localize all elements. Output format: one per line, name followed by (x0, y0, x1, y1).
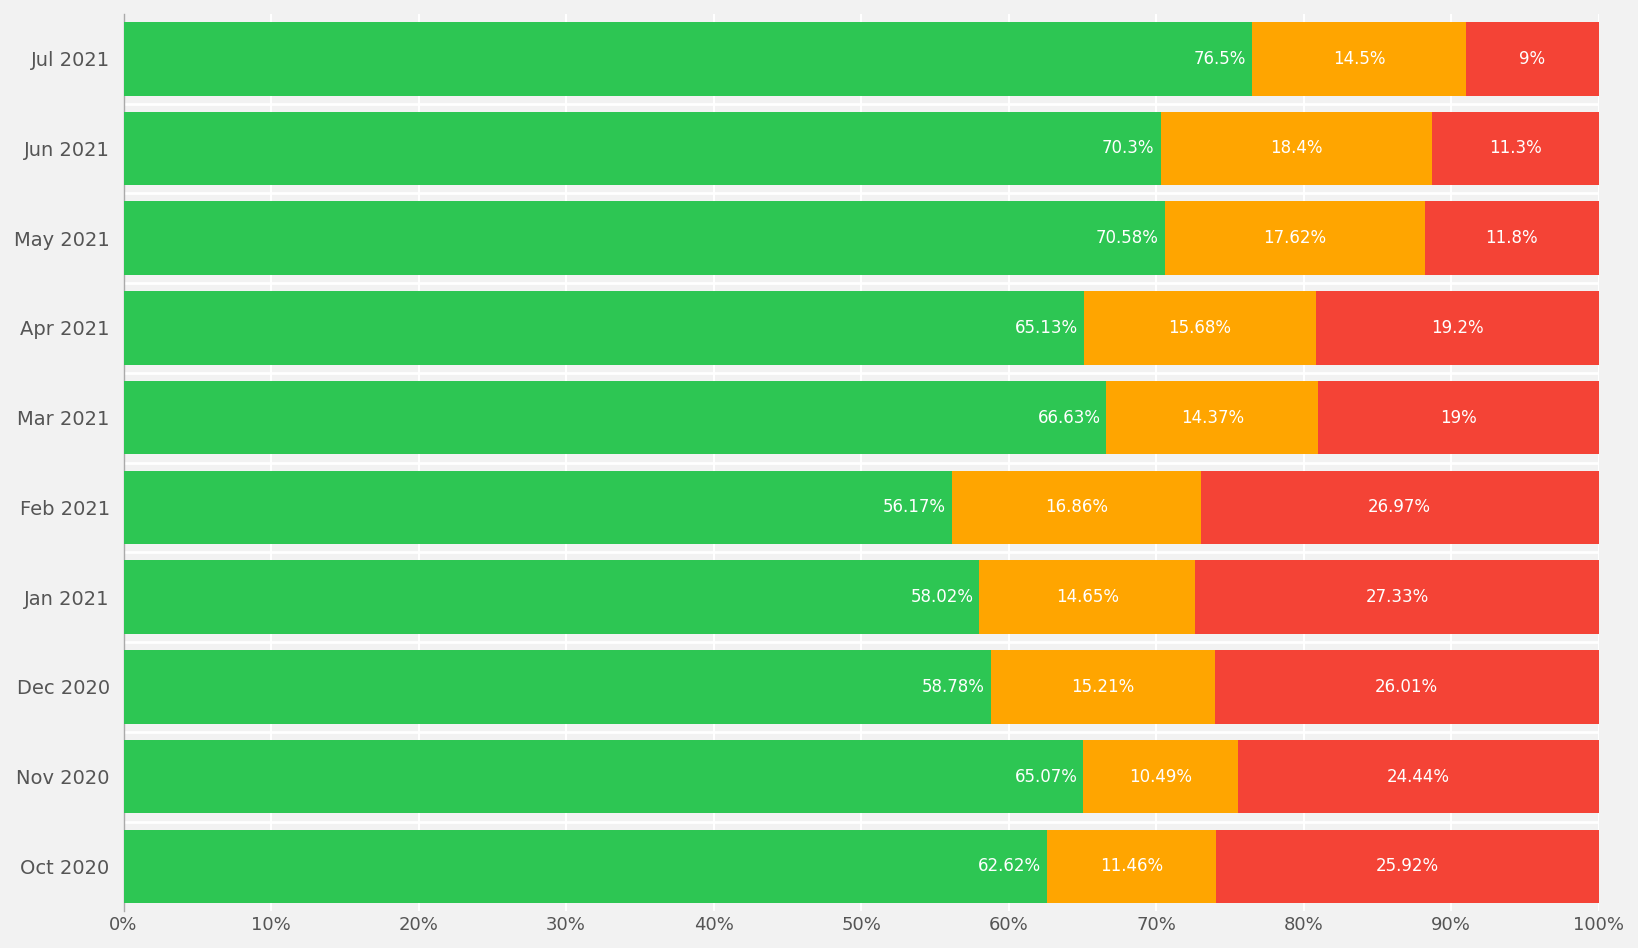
Bar (1201, 470, 1599, 544)
Text: 11.46%: 11.46% (1101, 857, 1163, 875)
Bar (1083, 739, 1238, 813)
Text: 65.07%: 65.07% (1014, 768, 1078, 786)
Text: 24.44%: 24.44% (1387, 768, 1450, 786)
Text: 58.78%: 58.78% (922, 678, 984, 696)
Bar (123, 560, 980, 634)
Bar (123, 112, 1160, 185)
Bar (980, 560, 1196, 634)
Bar (991, 650, 1215, 723)
Bar (1251, 22, 1466, 96)
Bar (1425, 201, 1599, 275)
Bar (1106, 381, 1319, 454)
Text: 19.2%: 19.2% (1432, 319, 1484, 337)
Bar (1047, 830, 1217, 903)
Bar (1217, 830, 1599, 903)
Text: 15.21%: 15.21% (1071, 678, 1135, 696)
Text: 16.86%: 16.86% (1045, 499, 1107, 517)
Text: 10.49%: 10.49% (1129, 768, 1192, 786)
Text: 14.65%: 14.65% (1057, 588, 1119, 606)
Text: 70.3%: 70.3% (1102, 139, 1155, 157)
Text: 14.5%: 14.5% (1333, 49, 1386, 67)
Bar (1466, 22, 1599, 96)
Text: 19%: 19% (1440, 409, 1477, 427)
Text: 65.13%: 65.13% (1016, 319, 1078, 337)
Bar (123, 739, 1083, 813)
Bar (123, 470, 952, 544)
Bar (1215, 650, 1599, 723)
Text: 25.92%: 25.92% (1376, 857, 1440, 875)
Bar (123, 830, 1047, 903)
Bar (1196, 560, 1599, 634)
Bar (1160, 112, 1432, 185)
Text: 11.8%: 11.8% (1486, 229, 1538, 247)
Text: 11.3%: 11.3% (1489, 139, 1541, 157)
Bar (123, 381, 1106, 454)
Text: 9%: 9% (1518, 49, 1545, 67)
Text: 27.33%: 27.33% (1366, 588, 1428, 606)
Text: 58.02%: 58.02% (911, 588, 973, 606)
Bar (123, 650, 991, 723)
Text: 66.63%: 66.63% (1037, 409, 1101, 427)
Bar (1319, 381, 1599, 454)
Bar (123, 291, 1084, 365)
Bar (1238, 739, 1599, 813)
Text: 18.4%: 18.4% (1269, 139, 1322, 157)
Text: 62.62%: 62.62% (978, 857, 1042, 875)
Text: 76.5%: 76.5% (1194, 49, 1247, 67)
Text: 70.58%: 70.58% (1096, 229, 1158, 247)
Text: 14.37%: 14.37% (1181, 409, 1243, 427)
Bar (1432, 112, 1599, 185)
Text: 17.62%: 17.62% (1263, 229, 1327, 247)
Bar (1084, 291, 1315, 365)
Bar (123, 22, 1251, 96)
Bar (952, 470, 1201, 544)
Text: 26.97%: 26.97% (1368, 499, 1432, 517)
Bar (1165, 201, 1425, 275)
Text: 26.01%: 26.01% (1376, 678, 1438, 696)
Text: 56.17%: 56.17% (883, 499, 947, 517)
Bar (1315, 291, 1599, 365)
Text: 15.68%: 15.68% (1168, 319, 1232, 337)
Bar (123, 201, 1165, 275)
